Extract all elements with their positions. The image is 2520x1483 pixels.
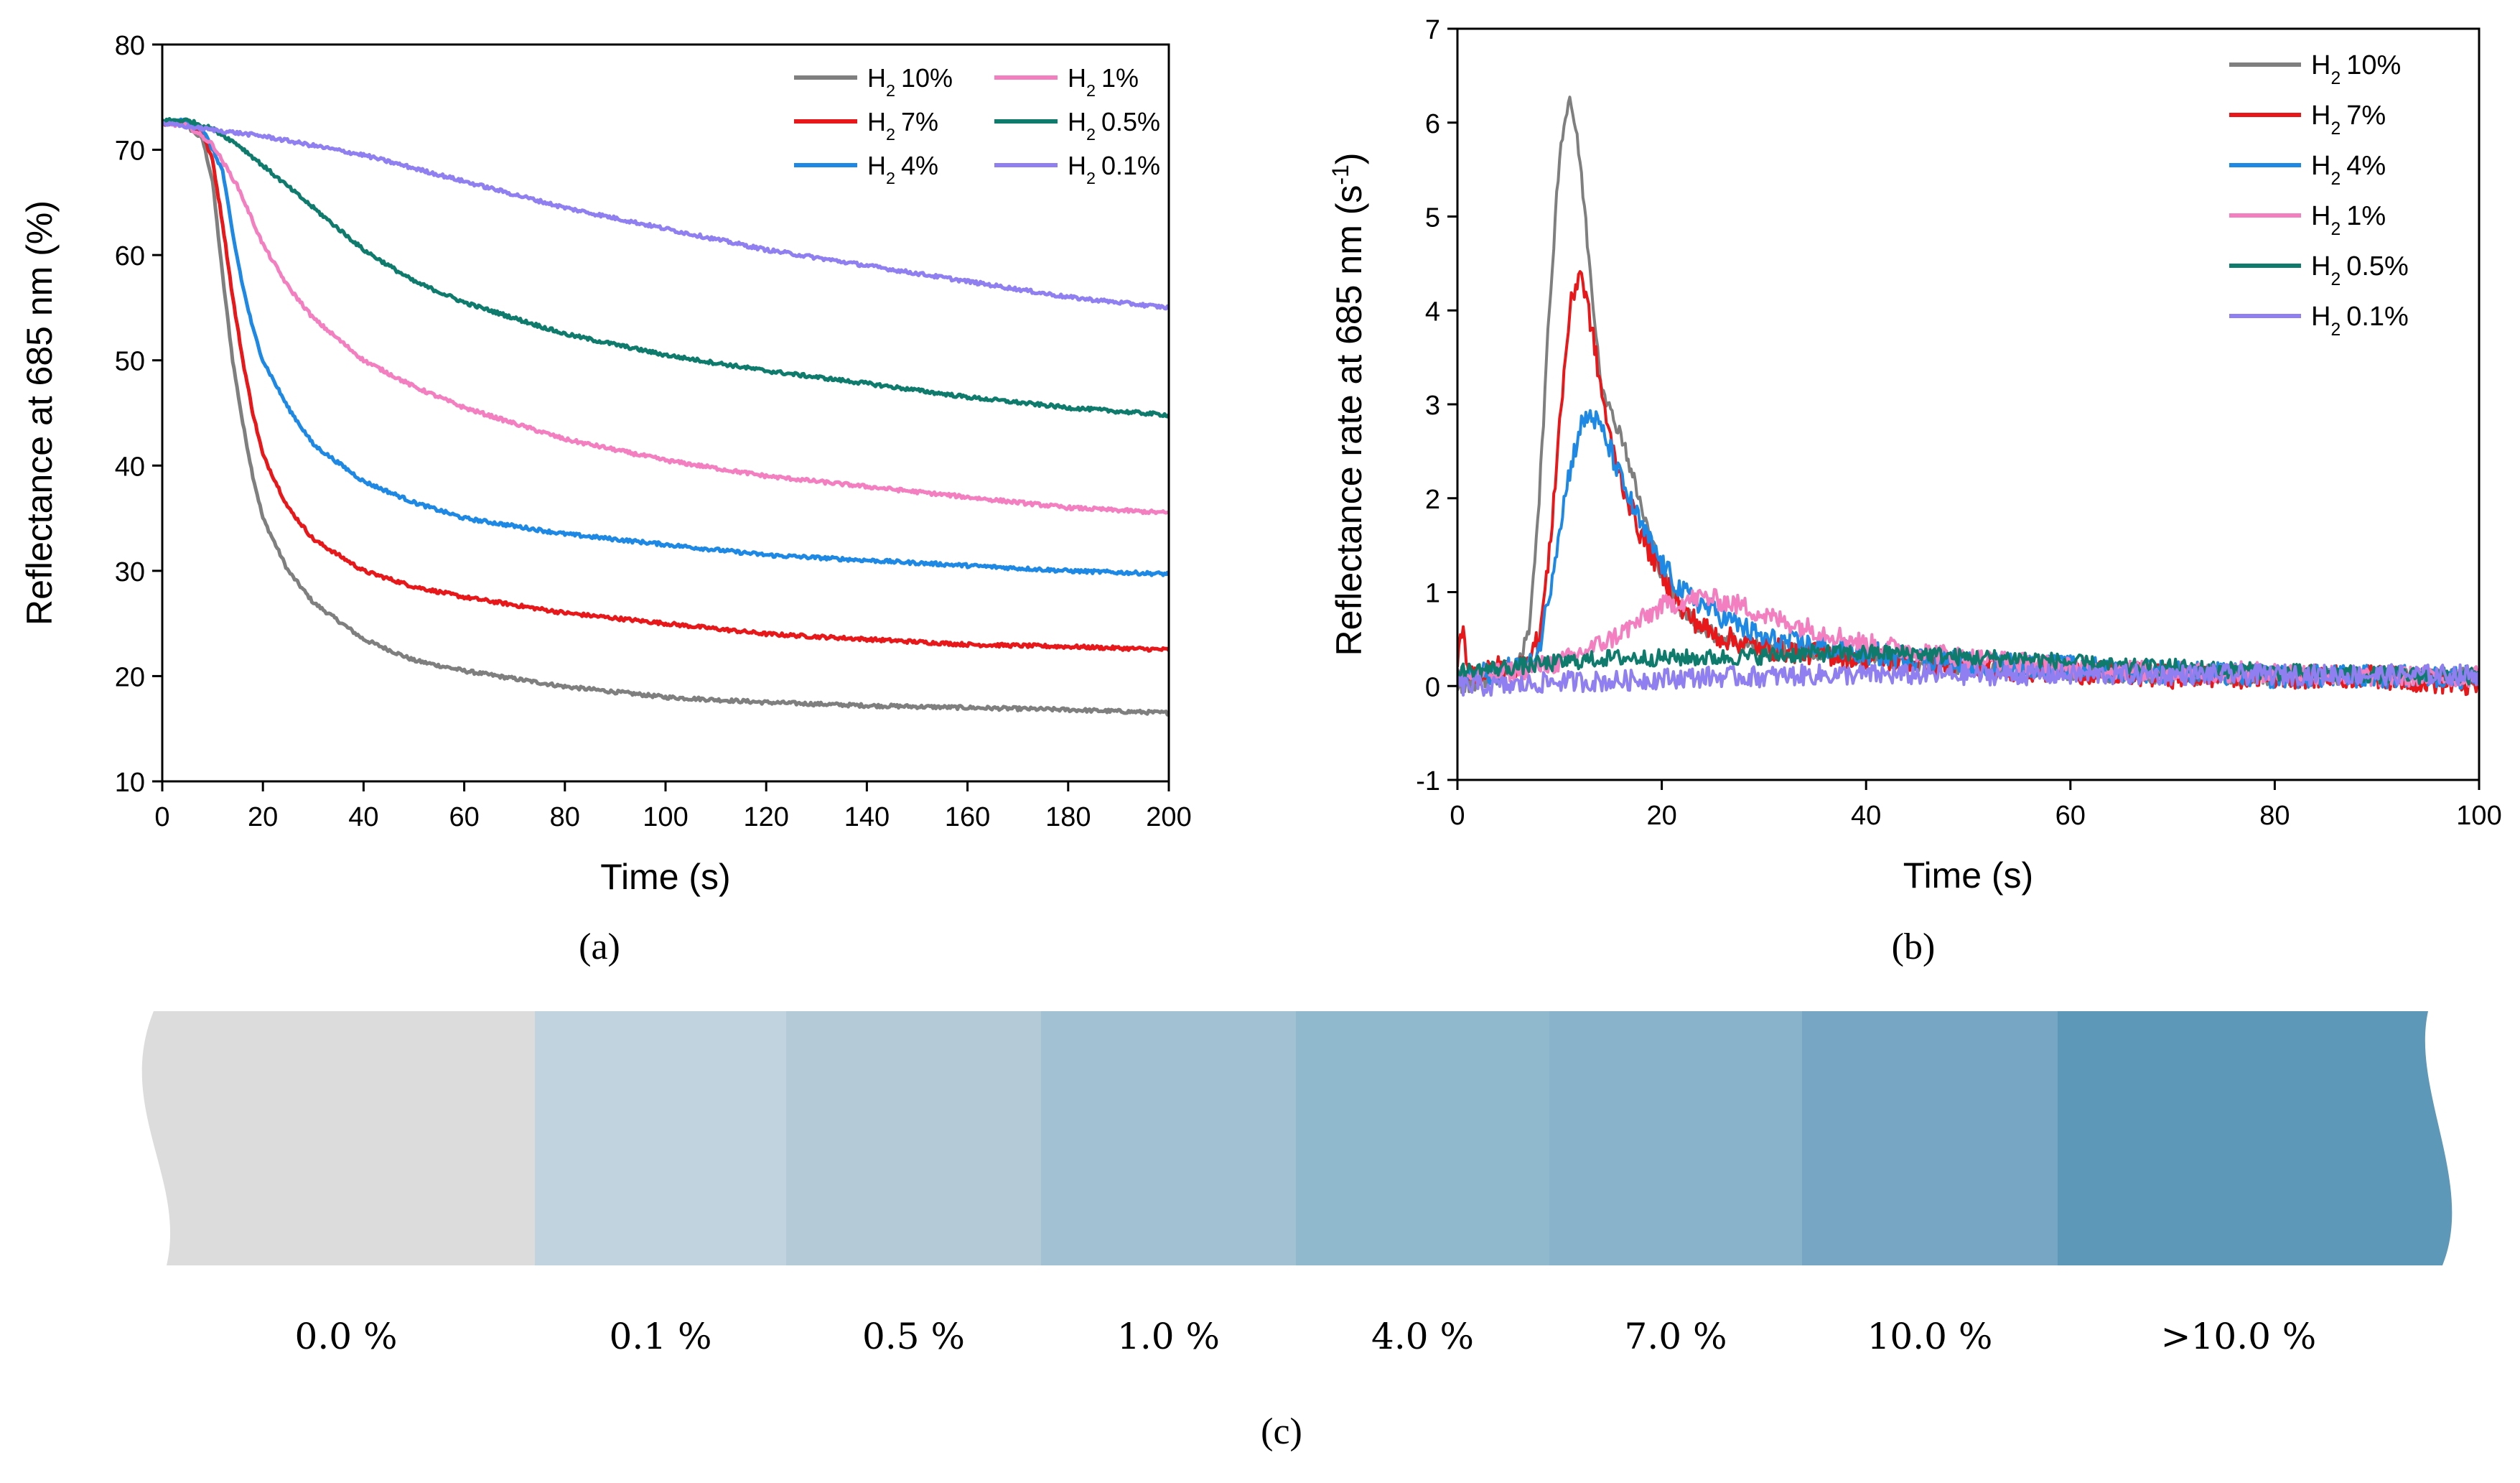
legend-label: H2 4% (867, 151, 938, 187)
y-tick-label: 0 (1425, 672, 1440, 702)
y-tick-label: 80 (115, 31, 145, 61)
y-tick-label: 20 (115, 662, 145, 692)
y-tick-label: -1 (1416, 766, 1440, 796)
x-tick-label: 120 (743, 802, 788, 832)
panel-a-reflectance-chart: (a) 0 20 40 60 80 100 120 140 160 180 200 10 20 30 40 5… (19, 31, 1192, 967)
panel-b-label: (b) (1892, 926, 1936, 967)
x-tick-label: 140 (844, 802, 890, 832)
series-line-0_1pct (1457, 663, 2479, 697)
y-tick-label: 60 (115, 241, 145, 271)
y-tick-label: 7 (1425, 15, 1440, 45)
legend-label: H2 4% (2311, 151, 2386, 189)
series-line-4pct (162, 117, 1169, 577)
scale-label: 0.1 % (610, 1316, 712, 1357)
legend-entry: H2 4% (2229, 151, 2386, 189)
series-line-7pct (1457, 270, 2479, 697)
x-tick-label: 100 (2456, 801, 2501, 831)
panel-c-label: (c) (1261, 1411, 1302, 1452)
legend-label: H2 7% (867, 107, 938, 144)
x-tick-label: 60 (449, 802, 479, 832)
panel-c-color-scale: (c) 0.0 % 0.1 % 0.5 % 1.0 % 4.0 % 7.0 % 10.0 %… (141, 1011, 2453, 1452)
scale-swatch (2058, 1011, 2453, 1265)
legend-entry: H2 0.5% (994, 107, 1160, 144)
scale-label: 10.0 % (1867, 1316, 1993, 1357)
x-tick-label: 160 (945, 802, 990, 832)
legend-entry: H2 10% (794, 63, 953, 100)
scale-label: 4.0 % (1371, 1316, 1474, 1357)
x-axis-label: Time (s) (1903, 855, 2033, 896)
y-tick-label: 10 (115, 768, 145, 798)
legend-label: H2 10% (2311, 50, 2401, 88)
scale-swatch (141, 1011, 535, 1265)
x-tick-label: 20 (1646, 801, 1676, 831)
legend-label: H2 10% (867, 63, 953, 100)
scale-label: 1.0 % (1117, 1316, 1220, 1357)
legend-label: H2 1% (2311, 201, 2386, 239)
y-axis-label: Reflectance rate at 685 nm (s-1) (1327, 153, 1369, 656)
series-line-0_5pct (162, 117, 1169, 419)
scale-swatch (1802, 1011, 2058, 1265)
panel-a-label: (a) (579, 926, 620, 967)
series-line-10pct (1457, 96, 2479, 694)
y-tick-label: 30 (115, 557, 145, 587)
legend-entry: H2 1% (994, 63, 1139, 100)
legend-entry: H2 1% (2229, 201, 2386, 239)
legend-entry: H2 0.1% (2229, 302, 2409, 340)
y-axis-label: Reflectance at 685 nm (%) (19, 200, 60, 626)
y-tick-label: 50 (115, 347, 145, 377)
y-tick-label: 3 (1425, 391, 1440, 421)
scale-label: 0.5 % (862, 1316, 965, 1357)
scale-swatch (786, 1011, 1041, 1265)
series-line-7pct (162, 119, 1169, 653)
scale-label: >10.0 % (2161, 1316, 2317, 1357)
plot-frame (161, 43, 1170, 783)
x-tick-label: 100 (643, 802, 688, 832)
scale-label: 7.0 % (1625, 1316, 1727, 1357)
panel-b-reflectance-rate-chart: (b) 0 20 40 60 80 100 -1 0 1 2 3 4 5 6 7 Time (s) Reflec… (1327, 15, 2502, 967)
scale-swatch (1549, 1011, 1802, 1265)
y-tick-label: 2 (1425, 485, 1440, 515)
series-line-1pct (162, 120, 1169, 516)
y-tick-label: 40 (115, 452, 145, 482)
legend-entry: H2 4% (794, 151, 938, 187)
x-tick-label: 60 (2055, 801, 2086, 831)
legend-entry: H2 0.1% (994, 151, 1160, 187)
x-tick-label: 0 (1450, 801, 1465, 831)
y-tick-label: 6 (1425, 109, 1440, 139)
scale-swatch (535, 1011, 786, 1265)
series-line-0_1pct (162, 121, 1169, 311)
legend-label: H2 0.1% (1068, 151, 1160, 187)
scale-swatch (1041, 1011, 1296, 1265)
legend-label: H2 0.5% (1068, 107, 1160, 144)
y-tick-label: 4 (1425, 297, 1440, 327)
y-tick-label: 5 (1425, 203, 1440, 233)
legend-label: H2 7% (2311, 101, 2386, 139)
x-tick-label: 180 (1045, 802, 1091, 832)
x-tick-label: 80 (550, 802, 580, 832)
legend-label: H2 1% (1068, 63, 1139, 100)
x-tick-label: 40 (348, 802, 378, 832)
legend-entry: H2 7% (794, 107, 938, 144)
x-tick-label: 80 (2259, 801, 2290, 831)
legend-entry: H2 10% (2229, 50, 2401, 88)
y-tick-label: 70 (115, 136, 145, 167)
x-tick-label: 20 (248, 802, 278, 832)
y-tick-label: 1 (1425, 579, 1440, 609)
x-axis-label: Time (s) (600, 857, 730, 897)
x-tick-label: 0 (154, 802, 169, 832)
legend-entry: H2 7% (2229, 101, 2386, 139)
legend-entry: H2 0.5% (2229, 251, 2409, 289)
scale-label: 0.0 % (295, 1316, 398, 1357)
x-tick-label: 40 (1851, 801, 1881, 831)
scale-swatch (1296, 1011, 1549, 1265)
legend-label: H2 0.1% (2311, 302, 2409, 340)
legend-label: H2 0.5% (2311, 251, 2409, 289)
x-tick-label: 200 (1146, 802, 1191, 832)
series-line-10pct (162, 119, 1169, 717)
